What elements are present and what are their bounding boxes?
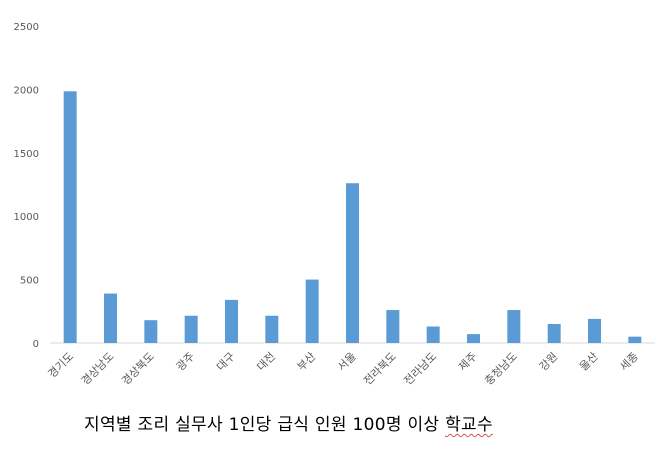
bar [628,336,642,343]
caption-main: 지역별 조리 실무사 1인당 급식 인원 100명 이상 [84,415,446,435]
y-axis-ticks: 0 500 1000 1500 2000 2500 [14,22,39,350]
y-tick-label: 2500 [14,22,39,33]
y-tick-label: 0 [33,339,39,350]
bar [507,310,521,343]
bar [386,310,400,343]
bar [63,91,77,343]
caption-underlined: 학교수 [445,415,493,435]
y-tick-label: 2000 [14,85,39,96]
x-tick-label: 부산 [295,350,319,374]
x-tick-label: 세종 [617,350,641,374]
x-tick-label: 충청남도 [482,350,520,388]
bar [104,293,117,343]
y-tick-label: 1000 [14,212,39,223]
bar [305,279,319,343]
x-tick-label: 서울 [335,350,359,374]
x-tick-label: 전라남도 [401,350,439,388]
chart-caption: 지역별 조리 실무사 1인당 급식 인원 100명 이상 학교수 [84,410,493,435]
bar [225,299,238,343]
bar-chart: 0 500 1000 1500 2000 2500 경기도 경상남도 경상북도 광주 대구 대전 부산… [14,22,655,388]
x-tick-label: 광주 [174,350,198,374]
x-tick-label: 대전 [254,350,278,374]
x-tick-label: 전라북도 [361,350,399,388]
x-tick-label: 경상남도 [79,350,117,388]
bar [265,315,279,343]
x-tick-label: 경상북도 [119,350,157,388]
bar [547,323,561,343]
x-tick-label: 대구 [214,350,238,374]
bar [426,326,440,343]
bar [184,315,198,343]
bar [144,320,158,343]
bar [346,183,359,343]
x-axis-labels: 경기도 경상남도 경상북도 광주 대구 대전 부산 서울 전라북도 전라남도 제주 충청남도 강원 울산 세… [46,350,641,388]
bar [588,318,601,343]
x-tick-label: 강원 [537,350,561,374]
y-tick-label: 1500 [14,149,39,160]
bars [63,91,642,343]
x-tick-label: 경기도 [46,350,77,381]
bar [467,334,480,343]
x-tick-label: 울산 [577,350,601,374]
x-tick-label: 제주 [456,350,480,374]
y-tick-label: 500 [20,276,39,287]
